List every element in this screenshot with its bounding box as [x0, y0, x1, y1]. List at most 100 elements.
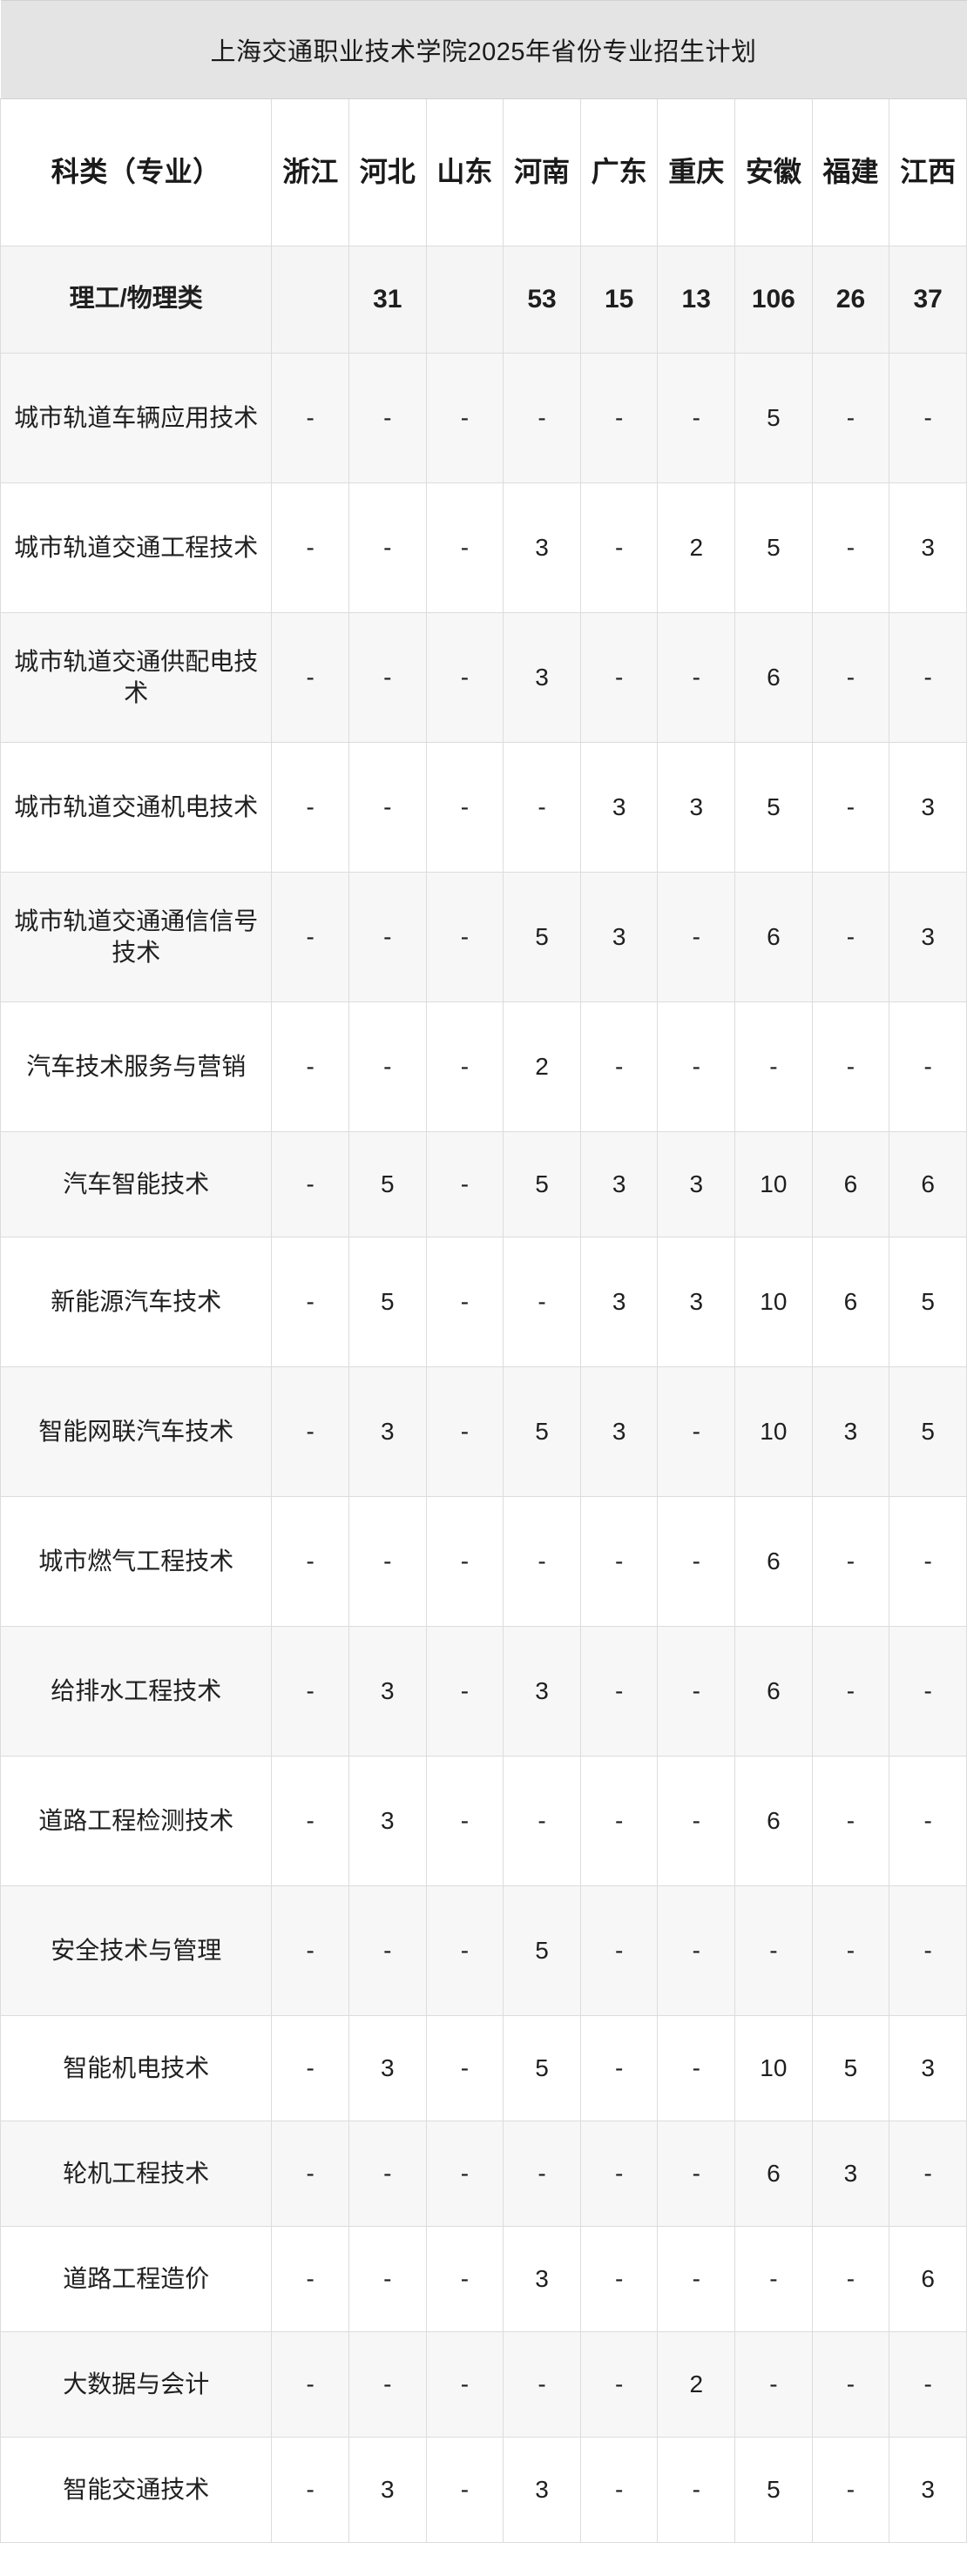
quota-cell: 5	[734, 482, 813, 613]
table-row: 大数据与会计 - - - - -2- - -	[0, 2331, 967, 2438]
quota-cell-empty: -	[271, 2121, 349, 2227]
quota-cell-empty: -	[503, 1237, 581, 1367]
quota-cell-empty: -	[425, 353, 504, 483]
quota-cell: 5	[348, 1237, 427, 1367]
quota-cell: 5	[889, 1237, 967, 1367]
quota-cell-empty: -	[271, 1756, 349, 1886]
quota-cell: 5	[734, 353, 813, 483]
category-value: 106	[734, 246, 813, 354]
major-name-cell: 大数据与会计	[0, 2331, 273, 2438]
quota-cell-empty: -	[889, 353, 967, 483]
quota-cell: 6	[734, 1496, 813, 1627]
table-row: 城市轨道交通工程技术 - - -3-2 5-3	[0, 482, 967, 613]
column-header-henan: 河南	[503, 98, 581, 246]
quota-cell-empty: -	[348, 2331, 427, 2438]
page-title: 上海交通职业技术学院2025年省份专业招生计划	[0, 0, 967, 99]
quota-cell-empty: -	[811, 353, 890, 483]
quota-cell-empty: -	[348, 353, 427, 483]
quota-cell-empty: -	[348, 2121, 427, 2227]
quota-cell-empty: -	[811, 2226, 890, 2332]
quota-cell-empty: -	[348, 1885, 427, 2016]
table-row: 汽车技术服务与营销 - - -2- - - - -	[0, 1001, 967, 1132]
quota-cell: 2	[657, 482, 736, 613]
quota-cell-empty: -	[657, 2121, 736, 2227]
quota-cell: 6	[734, 2121, 813, 2227]
quota-cell-empty: -	[579, 2015, 659, 2121]
quota-cell: 3	[657, 742, 736, 873]
category-value	[425, 246, 504, 354]
category-value: 53	[503, 246, 581, 354]
quota-cell: 3	[889, 2437, 967, 2543]
major-name-cell: 智能交通技术	[0, 2437, 273, 2543]
quota-cell: 6	[734, 872, 813, 1002]
quota-cell: 10	[734, 1366, 813, 1497]
category-label: 理工/物理类	[0, 246, 273, 354]
quota-cell: 5	[734, 742, 813, 873]
table-row: 城市轨道交通通信信号技术 - - -5 3-6-3	[0, 872, 967, 1002]
quota-cell-empty: -	[348, 1496, 427, 1627]
quota-cell: 5	[503, 872, 581, 1002]
quota-cell-empty: -	[889, 1001, 967, 1132]
quota-cell-empty: -	[579, 2437, 659, 2543]
quota-cell: 6	[734, 612, 813, 743]
quota-cell-empty: -	[889, 2331, 967, 2438]
quota-cell-empty: -	[811, 742, 890, 873]
quota-cell-empty: -	[657, 1001, 736, 1132]
quota-cell-empty: -	[889, 612, 967, 743]
quota-cell: 2	[503, 1001, 581, 1132]
quota-cell-empty: -	[271, 2226, 349, 2332]
category-row: 理工/物理类 31 53 15 13 106 26 37	[0, 246, 967, 354]
quota-cell-empty: -	[889, 1496, 967, 1627]
quota-cell: 6	[734, 1756, 813, 1886]
quota-cell: 3	[348, 1626, 427, 1757]
table-row: 智能机电技术 -3-5- -10 5 3	[0, 2015, 967, 2121]
quota-cell: 2	[657, 2331, 736, 2438]
column-header-anhui: 安徽	[734, 98, 813, 246]
column-header-major: 科类（专业）	[0, 98, 273, 246]
quota-cell-empty: -	[657, 2015, 736, 2121]
table-row: 安全技术与管理 - - -5- - - - -	[0, 1885, 967, 2016]
quota-cell-empty: -	[348, 872, 427, 1002]
quota-cell-empty: -	[657, 1626, 736, 1757]
quota-cell: 3	[889, 482, 967, 613]
quota-cell-empty: -	[579, 2121, 659, 2227]
quota-cell: 3	[579, 1237, 659, 1367]
quota-cell-empty: -	[579, 353, 659, 483]
quota-cell-empty: -	[271, 1131, 349, 1237]
quota-cell-empty: -	[734, 2226, 813, 2332]
quota-cell: 3	[503, 612, 581, 743]
quota-cell-empty: -	[579, 1496, 659, 1627]
quota-cell: 3	[811, 2121, 890, 2227]
quota-cell: 3	[579, 1366, 659, 1497]
quota-cell: 3	[503, 2226, 581, 2332]
quota-cell-empty: -	[811, 2331, 890, 2438]
quota-cell: 3	[657, 1131, 736, 1237]
quota-cell-empty: -	[889, 1626, 967, 1757]
quota-cell-empty: -	[348, 2226, 427, 2332]
column-header-fujian: 福建	[811, 98, 890, 246]
quota-cell-empty: -	[811, 872, 890, 1002]
quota-cell-empty: -	[425, 2015, 504, 2121]
quota-cell-empty: -	[271, 482, 349, 613]
quota-cell: 3	[889, 742, 967, 873]
quota-cell-empty: -	[503, 742, 581, 873]
quota-cell: 5	[348, 1131, 427, 1237]
quota-cell-empty: -	[579, 1756, 659, 1886]
quota-cell-empty: -	[271, 1885, 349, 2016]
quota-cell-empty: -	[271, 1237, 349, 1367]
quota-cell: 5	[503, 1366, 581, 1497]
quota-cell: 3	[348, 1756, 427, 1886]
quota-cell-empty: -	[271, 612, 349, 743]
quota-cell-empty: -	[425, 2331, 504, 2438]
category-value: 37	[889, 246, 967, 354]
quota-cell-empty: -	[425, 2226, 504, 2332]
quota-cell: 5	[503, 2015, 581, 2121]
table-row: 智能交通技术 -3-3- -5-3	[0, 2437, 967, 2543]
quota-cell-empty: -	[271, 2331, 349, 2438]
major-name-cell: 安全技术与管理	[0, 1885, 273, 2016]
quota-cell-empty: -	[579, 612, 659, 743]
major-name-cell: 城市轨道车辆应用技术	[0, 353, 273, 483]
quota-cell-empty: -	[811, 1885, 890, 2016]
quota-cell-empty: -	[889, 1756, 967, 1886]
quota-cell-empty: -	[503, 2121, 581, 2227]
